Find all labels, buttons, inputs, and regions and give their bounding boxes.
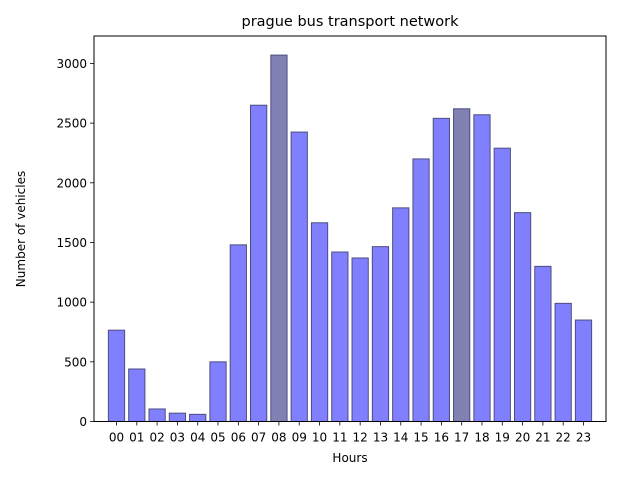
x-tick-label-09: 09 — [292, 431, 307, 445]
bars-group — [107, 54, 593, 423]
bar-11 — [331, 251, 349, 422]
x-tick-label-10: 10 — [312, 431, 327, 445]
bar-12 — [351, 257, 369, 422]
x-tick-label-05: 05 — [210, 431, 225, 445]
y-axis-label: Number of vehicles — [14, 171, 28, 287]
bar-01 — [128, 368, 146, 422]
y-tick-label-2000: 2000 — [56, 176, 87, 190]
bar-07 — [250, 104, 268, 422]
bar-15 — [412, 158, 430, 422]
bar-23 — [574, 319, 593, 422]
y-tick-label-1500: 1500 — [56, 236, 87, 250]
x-tick-label-18: 18 — [474, 431, 489, 445]
x-tick-label-19: 19 — [495, 431, 510, 445]
x-tick-label-04: 04 — [190, 431, 205, 445]
bar-06 — [229, 244, 247, 422]
y-tick-label-2500: 2500 — [56, 117, 87, 131]
bar-22 — [554, 302, 572, 422]
bar-14 — [392, 207, 410, 422]
bar-20 — [513, 212, 532, 422]
x-tick-label-01: 01 — [129, 431, 144, 445]
bar-04 — [189, 413, 207, 422]
bar-13 — [371, 246, 390, 422]
x-tick-label-13: 13 — [373, 431, 388, 445]
x-axis-label: Hours — [332, 451, 367, 465]
x-tick-label-11: 11 — [332, 431, 347, 445]
y-tick-label-0: 0 — [79, 415, 87, 429]
x-tick-label-20: 20 — [515, 431, 530, 445]
bar-05 — [209, 361, 227, 422]
x-tick-label-07: 07 — [251, 431, 266, 445]
bar-10 — [310, 222, 329, 422]
bar-00 — [107, 329, 126, 423]
bar-16 — [432, 117, 450, 422]
x-tick-label-02: 02 — [149, 431, 164, 445]
x-tick-label-22: 22 — [556, 431, 571, 445]
y-tick-label-3000: 3000 — [56, 57, 87, 71]
x-tick-label-21: 21 — [535, 431, 550, 445]
bar-03 — [168, 412, 187, 422]
bar-09 — [290, 131, 308, 423]
y-axis: 0 500 1000 1500 2000 2500 3000 — [56, 57, 94, 429]
y-tick-label-500: 500 — [64, 355, 87, 369]
bar-18 — [473, 114, 491, 423]
x-tick-label-12: 12 — [353, 431, 368, 445]
x-tick-label-03: 03 — [170, 431, 185, 445]
bar-08 — [270, 54, 288, 422]
x-tick-label-00: 00 — [109, 431, 124, 445]
x-tick-label-16: 16 — [434, 431, 449, 445]
x-tick-label-14: 14 — [393, 431, 408, 445]
bar-02 — [148, 408, 166, 423]
plot-frame — [93, 35, 607, 422]
x-tick-label-15: 15 — [413, 431, 428, 445]
x-tick-label-06: 06 — [231, 431, 246, 445]
bar-21 — [534, 265, 552, 422]
bar-19 — [493, 147, 511, 422]
x-tick-label-23: 23 — [576, 431, 591, 445]
chart-title: prague bus transport network — [241, 14, 459, 30]
x-tick-label-17: 17 — [454, 431, 469, 445]
y-tick-label-1000: 1000 — [56, 296, 87, 310]
x-axis: 00 01 02 03 04 05 06 07 08 09 10 11 12 13 14 15 16 17 18 19… — [109, 421, 591, 445]
x-tick-label-08: 08 — [271, 431, 286, 445]
bar-17 — [453, 108, 471, 423]
